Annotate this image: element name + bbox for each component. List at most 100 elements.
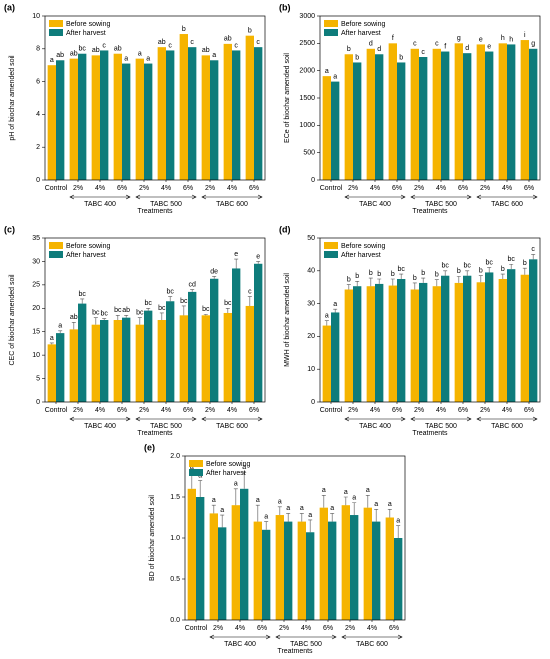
x-axis-label: Treatments [137,430,173,437]
significance-letter: f [444,43,446,50]
x-tick-label: Control [45,407,68,414]
significance-letter: c [531,246,535,253]
significance-letter: bc [78,291,86,298]
y-tick-label: 2.0 [170,453,180,460]
bar [223,43,232,180]
panel-label: (d) [279,224,291,234]
group-label: TABC 600 [491,201,523,208]
error-bar [256,261,261,264]
significance-letter: h [501,35,505,42]
group-arrow [476,416,538,422]
bar [47,65,56,180]
bar [100,50,109,180]
legend-label: After harvest [341,252,381,259]
bar [78,53,87,180]
significance-letter: a [278,499,282,506]
legend-swatch [49,251,63,258]
bar [245,35,254,181]
significance-letter: bc [485,259,493,266]
bar [353,62,362,180]
bar [284,521,293,620]
bar [441,51,450,181]
error-bar [234,258,239,269]
bar [166,50,175,180]
bar [520,274,529,402]
legend-swatch [324,251,338,258]
y-tick-label: 8 [36,46,40,53]
significance-letter: a [333,301,337,308]
x-tick-label: 4% [367,625,377,632]
bar [166,301,175,402]
significance-letter: bc [100,310,108,317]
x-tick-label: 2% [480,185,490,192]
bar [397,62,406,180]
significance-letter: g [531,41,535,48]
significance-letter: a [333,73,337,80]
significance-letter: b [248,28,252,35]
bar [69,58,78,180]
y-tick-label: 30 [307,300,315,307]
error-bar [343,496,348,506]
significance-letter: i [524,32,526,39]
significance-letter: a [322,487,326,494]
x-axis-label: Treatments [412,208,448,215]
bar [322,325,331,402]
bar [432,48,441,180]
bar [394,538,403,620]
bar [419,57,428,180]
significance-letter: d [465,45,469,52]
bar [353,286,362,402]
significance-letter: bc [463,263,471,270]
significance-letter: g [457,35,461,42]
x-tick-label: 6% [249,407,259,414]
bar [297,521,306,620]
error-bar [390,278,395,286]
group-label: TABC 400 [84,201,116,208]
error-bar [233,488,238,506]
bar [179,34,188,180]
bar [366,48,375,180]
bar [122,317,131,402]
bar [231,505,240,620]
group-label: TABC 500 [150,201,182,208]
bar [196,497,205,620]
significance-letter: ab [114,46,122,53]
bar [397,279,406,402]
significance-letter: d [377,46,381,53]
significance-letter: a [396,518,400,525]
error-bar [71,322,76,330]
error-bar [374,509,379,522]
significance-letter: bc [136,310,144,317]
significance-letter: a [58,323,62,330]
significance-letter: b [501,266,505,273]
panel-label: (e) [144,442,155,452]
x-tick-label: 2% [345,625,355,632]
y-tick-label: 1.0 [170,535,180,542]
panel-label: (c) [4,224,15,234]
error-bar [324,320,329,326]
bar [372,521,381,620]
error-bar [49,342,54,345]
legend-swatch [324,242,338,249]
bar [388,285,397,402]
bar [47,344,56,402]
x-tick-label: 6% [323,625,333,632]
significance-letter: bc [224,300,232,307]
y-tick-label: 0.5 [170,576,180,583]
panel: (c) CEC of biochar amended soil 0 5 10 15 20 25… [4,224,266,437]
bar [344,54,353,181]
error-bar [124,315,129,318]
significance-letter: b [182,26,186,33]
significance-letter: e [256,253,260,260]
x-tick-label: 6% [392,185,402,192]
error-bar [365,495,370,508]
bar [210,278,219,402]
error-bar [346,284,351,290]
error-bar [299,513,304,522]
bar [498,279,507,402]
group-label: TABC 500 [290,641,322,648]
group-arrow [135,194,197,200]
bar [157,47,166,180]
significance-letter: b [523,260,527,267]
legend-label: Before sowing [341,21,385,28]
